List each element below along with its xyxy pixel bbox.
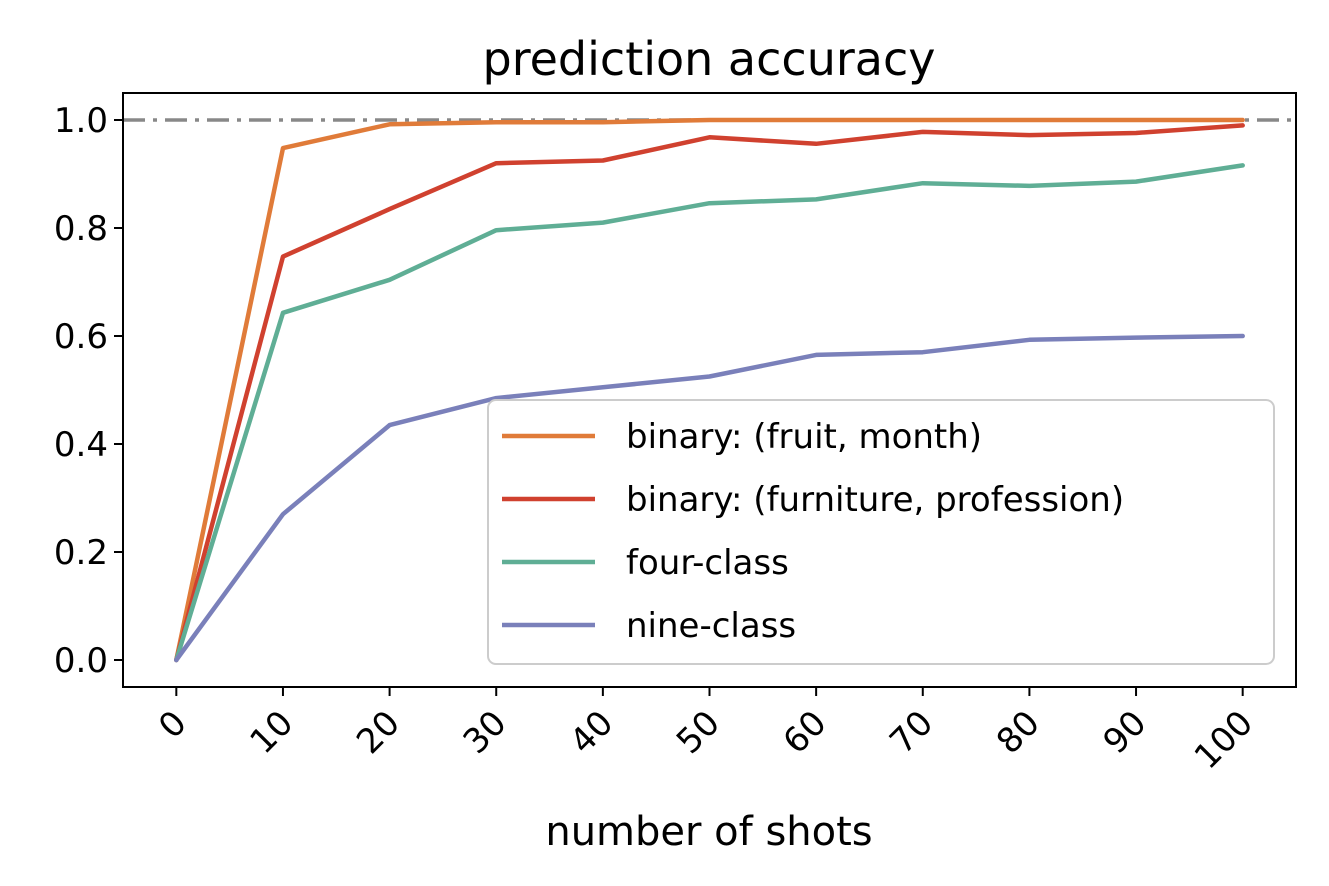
chart-title: prediction accuracy xyxy=(483,32,936,86)
series-line-4 xyxy=(174,333,1245,663)
y-tick-label: 0.4 xyxy=(54,425,108,465)
series-line-3 xyxy=(174,163,1245,663)
x-tick-label: 30 xyxy=(456,703,515,762)
x-tick-label: 60 xyxy=(776,703,835,762)
y-tick-label: 0.2 xyxy=(54,533,108,573)
series-line-1 xyxy=(174,117,1245,663)
legend-box xyxy=(487,399,1275,665)
x-tick-label: 70 xyxy=(882,703,941,762)
y-tick-label: 1.0 xyxy=(54,101,108,141)
x-axis-label: number of shots xyxy=(545,809,872,855)
y-tick-label: 0.6 xyxy=(54,317,108,357)
legend-label: four-class xyxy=(626,543,789,583)
y-tick-label: 0.8 xyxy=(54,209,108,249)
x-tick-label: 50 xyxy=(669,703,728,762)
x-tick-label: 90 xyxy=(1096,703,1155,762)
x-tick-label: 10 xyxy=(242,703,301,762)
y-tick-label: 0.0 xyxy=(54,641,108,681)
x-tick-label: 100 xyxy=(1187,703,1261,777)
series-line-2 xyxy=(174,123,1245,663)
x-tick-label: 80 xyxy=(989,703,1048,762)
x-tick-label: 20 xyxy=(349,703,408,762)
x-tick-label: 0 xyxy=(151,703,195,747)
y-axis-ticks: 0.0 0.2 0.4 0.6 0.8 1.0 xyxy=(54,101,123,681)
x-tick-label: 40 xyxy=(562,703,621,762)
legend: binary: (fruit, month) binary: (furniture… xyxy=(487,399,1275,665)
legend-label: binary: (fruit, month) xyxy=(626,417,982,457)
x-axis-ticks: 0 10 20 30 40 50 60 70 80 90 100 xyxy=(151,687,1261,777)
legend-label: nine-class xyxy=(626,606,796,646)
legend-label: binary: (furniture, profession) xyxy=(626,480,1124,520)
